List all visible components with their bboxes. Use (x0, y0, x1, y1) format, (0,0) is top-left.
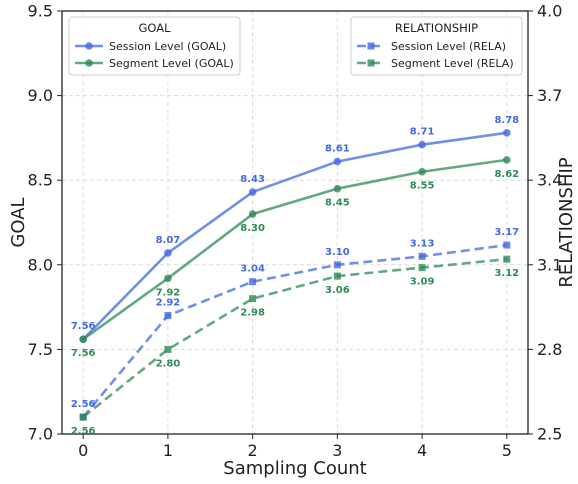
legend-marker (85, 59, 93, 67)
y-right-tick-label: 3.7 (537, 86, 562, 105)
data-label: 7.92 (156, 287, 181, 298)
series-line-2 (82, 243, 507, 418)
data-label: 3.17 (494, 227, 519, 238)
y-left-tick-label: 7.5 (28, 340, 53, 359)
y-right-tick-label: 2.5 (537, 425, 562, 444)
legend-title: RELATIONSHIP (395, 21, 478, 35)
legend-entry-label: Segment Level (RELA) (391, 57, 514, 70)
y-right-tick-label: 3.1 (537, 255, 562, 274)
data-point (248, 210, 257, 218)
data-point (249, 295, 257, 303)
data-label: 3.09 (410, 277, 435, 288)
legend-marker (367, 42, 375, 50)
data-label: 3.10 (325, 247, 350, 258)
data-point (418, 252, 426, 260)
data-point (164, 312, 172, 320)
data-point (164, 345, 172, 353)
data-point (333, 184, 342, 193)
data-point (79, 335, 87, 344)
y-left-tick-label: 8.5 (28, 171, 53, 190)
data-label: 8.45 (325, 198, 350, 209)
data-point (333, 157, 342, 166)
legend-title: GOAL (138, 21, 171, 35)
data-label: 2.56 (71, 399, 96, 410)
data-point (503, 156, 511, 164)
data-label: 8.07 (156, 235, 181, 246)
data-point (333, 261, 341, 269)
data-label: 7.56 (71, 348, 96, 359)
y-left-tick-label: 8.0 (28, 255, 53, 274)
legend-marker (367, 59, 375, 67)
data-point (503, 129, 511, 137)
x-tick-label: 4 (417, 441, 427, 460)
data-label: 8.30 (240, 223, 265, 234)
data-point (249, 278, 257, 286)
data-label: 8.61 (325, 144, 350, 155)
data-label: 2.92 (156, 298, 181, 309)
data-label: 2.80 (156, 358, 181, 369)
x-tick-label: 3 (332, 441, 342, 460)
data-label: 3.04 (240, 264, 265, 275)
data-point (418, 167, 426, 176)
data-label: 3.06 (325, 285, 350, 296)
data-point (418, 264, 426, 272)
series-line-3 (82, 257, 507, 419)
data-label: 8.43 (240, 174, 265, 185)
x-axis-label: Sampling Count (223, 458, 366, 479)
x-tick-label: 5 (502, 441, 512, 460)
data-point (164, 249, 172, 257)
legend-entry-label: Segment Level (GOAL) (109, 57, 234, 70)
legend-entry-label: Session Level (GOAL) (109, 40, 226, 53)
y-left-axis-label: GOAL (8, 197, 29, 247)
data-label: 8.55 (410, 181, 435, 192)
x-tick-label: 1 (163, 441, 173, 460)
data-point (333, 272, 341, 280)
data-label: 8.71 (410, 127, 435, 138)
data-label: 2.98 (240, 308, 265, 319)
data-label: 3.12 (494, 268, 519, 279)
y-right-tick-label: 4.0 (537, 2, 562, 21)
data-label: 7.56 (71, 321, 96, 332)
y-right-tick-label: 2.8 (537, 340, 562, 359)
data-label: 3.13 (410, 238, 435, 249)
data-label: 2.56 (71, 426, 96, 437)
data-point (418, 140, 426, 149)
data-point (503, 241, 511, 249)
y-right-tick-label: 3.4 (537, 171, 562, 190)
y-left-tick-label: 7.0 (28, 425, 53, 444)
legend-box (350, 16, 523, 76)
x-tick-label: 2 (248, 441, 258, 460)
y-left-tick-label: 9.5 (28, 2, 53, 21)
series-line-1 (82, 158, 507, 341)
legend-marker (85, 42, 93, 50)
data-point (503, 255, 511, 263)
y-left-tick-label: 9.0 (28, 86, 53, 105)
data-point (248, 188, 257, 196)
legend-box (68, 16, 241, 76)
data-point (79, 413, 87, 421)
x-tick-label: 0 (78, 441, 88, 460)
data-point (164, 274, 172, 283)
series-line-0 (82, 131, 507, 341)
plot-frame (61, 10, 529, 435)
data-label: 8.78 (494, 115, 519, 126)
y-right-axis-label: RELATIONSHIP (556, 157, 577, 287)
legend-entry-label: Session Level (RELA) (391, 40, 506, 53)
data-label: 8.62 (494, 169, 519, 180)
